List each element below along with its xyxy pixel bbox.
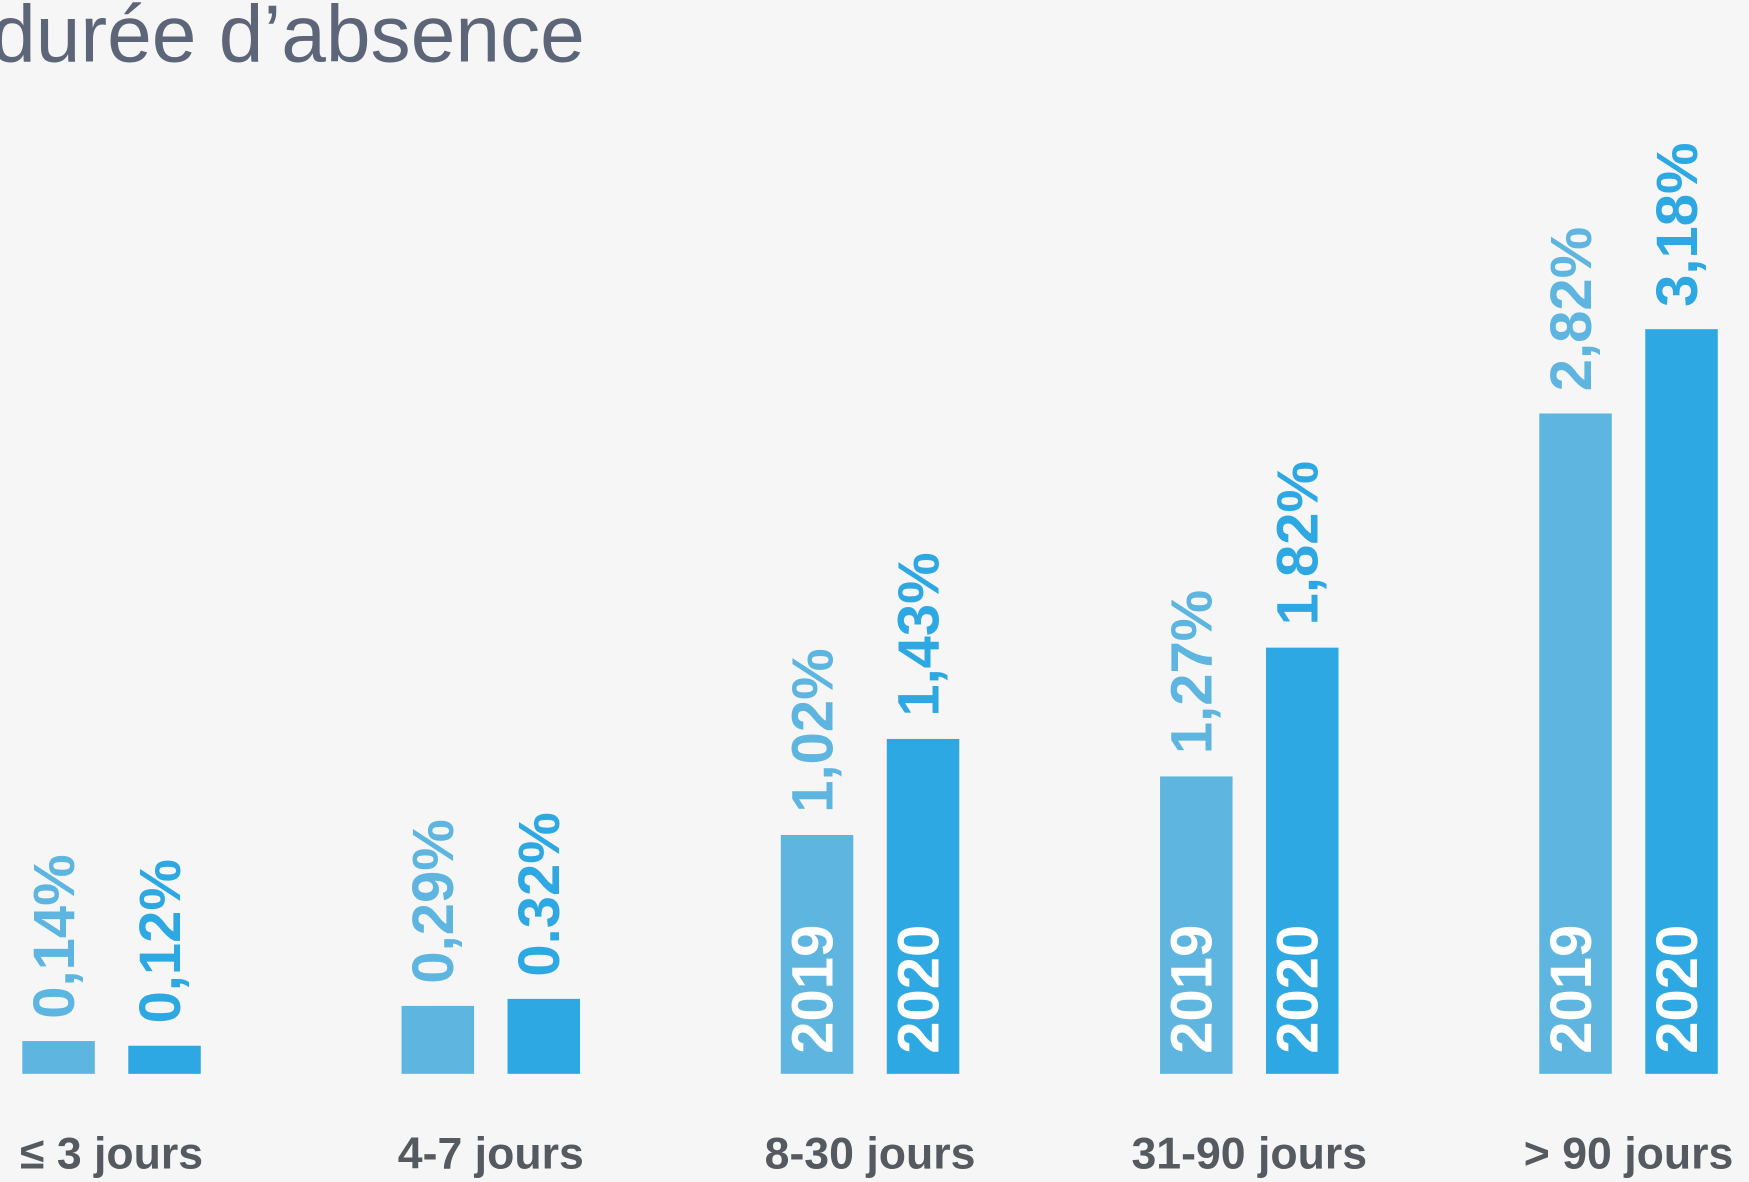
value-label: 0.32% bbox=[508, 812, 572, 976]
x-tick-label: > 90 jours bbox=[1524, 1130, 1734, 1179]
bar bbox=[22, 1041, 95, 1074]
bar bbox=[1645, 329, 1718, 1074]
value-label: 3,18% bbox=[1646, 142, 1710, 306]
series-label: 2019 bbox=[1161, 925, 1225, 1054]
bar bbox=[507, 998, 581, 1074]
x-tick-label: 4-7 jours bbox=[398, 1130, 584, 1179]
value-label: 1,27% bbox=[1161, 590, 1225, 754]
series-label: 2020 bbox=[1646, 925, 1710, 1054]
bar bbox=[401, 1005, 475, 1074]
value-label: 0,12% bbox=[129, 859, 193, 1023]
value-label: 0,14% bbox=[23, 854, 87, 1018]
value-label: 2,82% bbox=[1540, 227, 1604, 391]
bar bbox=[1160, 776, 1233, 1074]
bar bbox=[780, 834, 854, 1074]
bar bbox=[128, 1045, 201, 1074]
series-label: 2020 bbox=[887, 925, 951, 1054]
value-label: 1,43% bbox=[887, 552, 951, 716]
x-tick-label: ≤ 3 jours bbox=[20, 1130, 203, 1179]
bar bbox=[1266, 647, 1339, 1074]
bar bbox=[1539, 413, 1612, 1074]
x-tick-label: 31-90 jours bbox=[1131, 1130, 1367, 1179]
value-label: 1,82% bbox=[1267, 461, 1331, 625]
chart-title: durée d’absence bbox=[0, 0, 585, 79]
series-label: 2019 bbox=[781, 925, 845, 1054]
bar bbox=[886, 738, 960, 1074]
value-label: 1,02% bbox=[781, 648, 845, 812]
series-label: 2019 bbox=[1540, 925, 1604, 1054]
value-label: 0,29% bbox=[402, 819, 466, 983]
series-label: 2020 bbox=[1267, 925, 1331, 1054]
x-tick-label: 8-30 jours bbox=[765, 1130, 976, 1179]
